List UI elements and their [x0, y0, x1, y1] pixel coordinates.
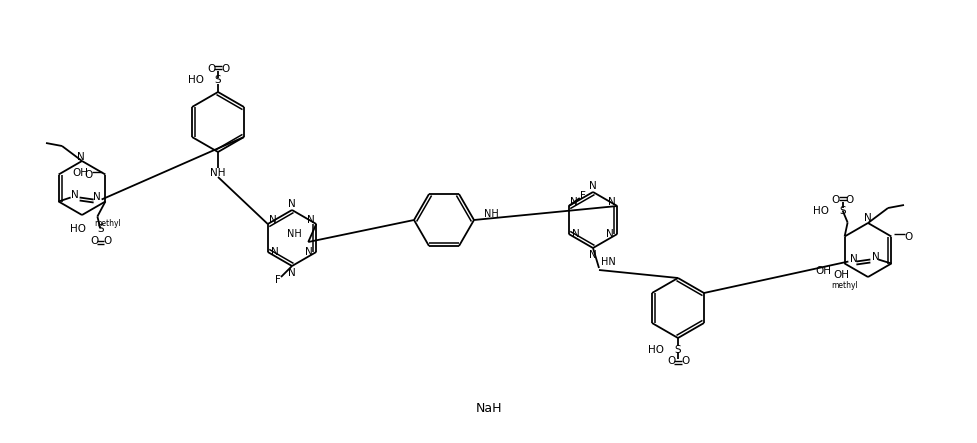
Text: S: S [215, 75, 221, 85]
Text: N: N [271, 247, 278, 257]
Text: O: O [680, 356, 689, 366]
Text: O: O [666, 356, 674, 366]
Text: HO: HO [188, 75, 204, 85]
Text: N: N [77, 152, 85, 162]
Text: N: N [305, 247, 313, 257]
Text: HO: HO [812, 206, 828, 215]
Text: S: S [97, 224, 104, 233]
Text: S: S [674, 345, 681, 355]
Text: N: N [269, 215, 276, 225]
Text: NH: NH [287, 229, 302, 239]
Text: O: O [84, 170, 93, 179]
Text: HN: HN [601, 257, 616, 267]
Text: N: N [849, 253, 857, 264]
Text: O: O [221, 64, 229, 74]
Text: OH: OH [815, 267, 830, 276]
Text: N: N [288, 268, 296, 278]
Text: HO: HO [70, 224, 86, 233]
Text: methyl: methyl [830, 281, 857, 291]
Text: N: N [871, 252, 878, 261]
Text: O: O [904, 232, 912, 241]
Text: N: N [864, 213, 871, 223]
Text: N: N [93, 191, 101, 202]
Text: O: O [207, 64, 215, 74]
Text: N: N [70, 190, 78, 199]
Text: methyl: methyl [94, 218, 120, 228]
Text: OH: OH [72, 167, 89, 178]
Text: N: N [288, 199, 296, 209]
Text: NaH: NaH [475, 401, 502, 415]
Text: O: O [845, 194, 853, 205]
Text: S: S [838, 206, 845, 215]
Text: HO: HO [648, 345, 663, 355]
Text: F: F [275, 275, 280, 285]
Text: N: N [588, 181, 596, 191]
Text: N: N [570, 197, 577, 207]
Text: O: O [830, 194, 839, 205]
Text: N: N [572, 229, 579, 239]
Text: OH: OH [832, 271, 849, 280]
Text: N: N [588, 250, 596, 260]
Text: O: O [90, 236, 99, 245]
Text: N: N [606, 229, 614, 239]
Text: O: O [104, 236, 111, 245]
Text: N: N [307, 215, 315, 225]
Text: N: N [608, 197, 616, 207]
Text: NH: NH [210, 168, 226, 178]
Text: NH: NH [484, 209, 498, 219]
Text: F: F [579, 191, 585, 201]
